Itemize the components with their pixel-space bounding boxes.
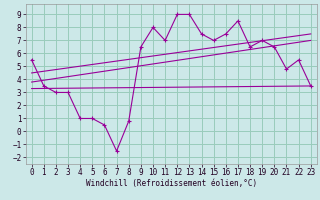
X-axis label: Windchill (Refroidissement éolien,°C): Windchill (Refroidissement éolien,°C) xyxy=(86,179,257,188)
